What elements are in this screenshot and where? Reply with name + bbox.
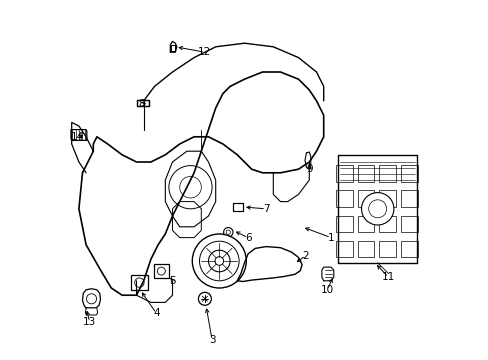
Circle shape xyxy=(208,250,230,272)
Bar xyxy=(379,216,395,232)
Bar xyxy=(379,165,395,182)
FancyBboxPatch shape xyxy=(136,100,149,106)
Text: 9: 9 xyxy=(305,164,312,174)
Circle shape xyxy=(157,267,165,275)
Bar xyxy=(400,190,417,207)
Circle shape xyxy=(199,241,239,281)
Text: 6: 6 xyxy=(244,233,251,243)
Circle shape xyxy=(368,200,386,218)
Text: 1: 1 xyxy=(327,233,333,243)
Text: 2: 2 xyxy=(302,251,308,261)
FancyBboxPatch shape xyxy=(153,264,168,278)
Text: 4: 4 xyxy=(153,308,159,318)
Text: 14: 14 xyxy=(70,132,83,142)
Bar xyxy=(336,190,352,207)
Text: 12: 12 xyxy=(198,47,211,57)
Bar xyxy=(357,165,374,182)
Bar xyxy=(379,241,395,257)
Circle shape xyxy=(134,278,144,287)
Circle shape xyxy=(215,257,223,265)
Bar xyxy=(400,241,417,257)
Text: 7: 7 xyxy=(262,204,269,214)
Bar xyxy=(400,165,417,182)
Circle shape xyxy=(192,234,246,288)
Bar xyxy=(357,190,374,207)
Bar xyxy=(357,216,374,232)
Bar xyxy=(400,216,417,232)
Circle shape xyxy=(361,193,393,225)
Text: 11: 11 xyxy=(381,272,394,282)
Bar xyxy=(379,190,395,207)
FancyBboxPatch shape xyxy=(131,275,147,290)
Circle shape xyxy=(198,292,211,305)
Bar xyxy=(357,241,374,257)
Circle shape xyxy=(86,294,96,304)
Bar xyxy=(171,45,175,51)
Circle shape xyxy=(223,228,232,237)
Bar xyxy=(336,241,352,257)
Text: 5: 5 xyxy=(169,276,176,286)
Bar xyxy=(336,216,352,232)
Text: 3: 3 xyxy=(208,335,215,345)
Bar xyxy=(336,165,352,182)
Bar xyxy=(232,203,243,211)
Text: 8: 8 xyxy=(138,99,145,109)
Text: 10: 10 xyxy=(320,285,333,295)
Text: 13: 13 xyxy=(83,317,96,327)
